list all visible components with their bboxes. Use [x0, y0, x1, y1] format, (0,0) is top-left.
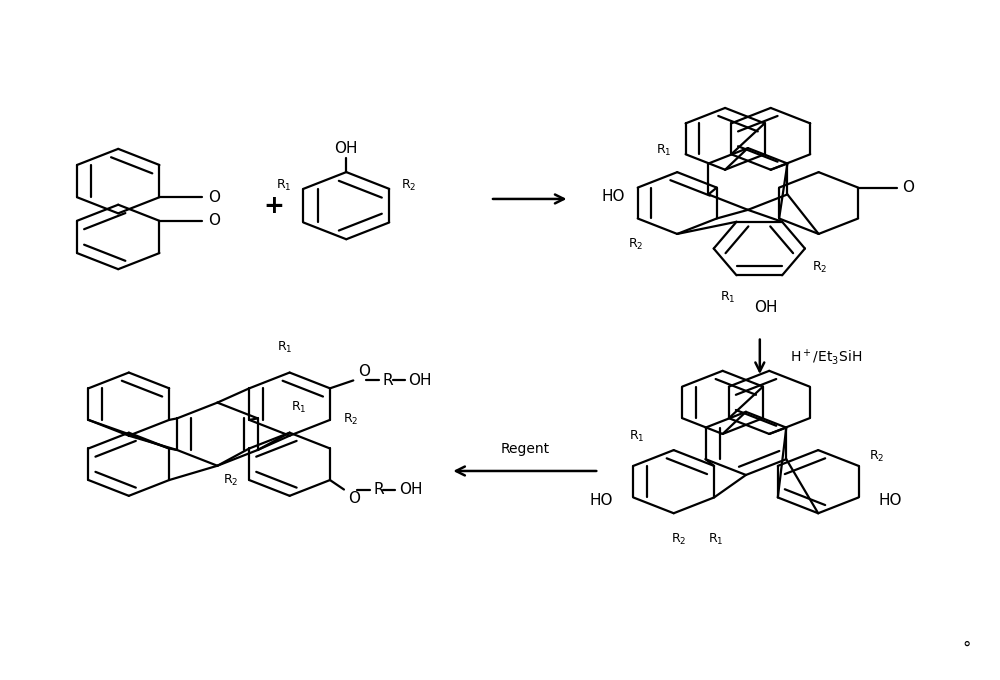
Text: R$_2$: R$_2$ [869, 449, 885, 464]
Text: R$_2$: R$_2$ [223, 473, 238, 488]
Text: R$_1$: R$_1$ [276, 178, 291, 193]
Text: Regent: Regent [500, 442, 549, 456]
Text: OH: OH [754, 299, 778, 315]
Text: OH: OH [399, 482, 423, 497]
Text: O: O [348, 491, 360, 506]
Text: R: R [374, 482, 384, 497]
Text: R$_2$: R$_2$ [812, 260, 827, 275]
Text: H$^+$/Et$_3$SiH: H$^+$/Et$_3$SiH [790, 347, 862, 367]
Text: R: R [383, 373, 394, 388]
Text: R$_1$: R$_1$ [708, 532, 723, 547]
Text: OH: OH [409, 373, 432, 388]
Text: O: O [208, 214, 220, 228]
Text: HO: HO [601, 189, 625, 205]
Text: R$_2$: R$_2$ [343, 412, 359, 428]
Text: R$_1$: R$_1$ [277, 340, 293, 355]
Text: R$_1$: R$_1$ [629, 428, 644, 444]
Text: R$_1$: R$_1$ [720, 290, 735, 305]
Text: HO: HO [879, 493, 902, 508]
Text: O: O [358, 364, 370, 379]
Text: O: O [902, 180, 914, 195]
Text: R$_2$: R$_2$ [671, 532, 686, 547]
Text: R$_2$: R$_2$ [401, 178, 417, 193]
Text: +: + [263, 194, 284, 218]
Text: R$_1$: R$_1$ [291, 401, 307, 415]
Text: HO: HO [590, 493, 613, 508]
Text: OH: OH [335, 141, 358, 156]
Text: R$_1$: R$_1$ [656, 143, 671, 158]
Text: R$_2$: R$_2$ [628, 237, 644, 252]
Text: O: O [208, 190, 220, 205]
Text: °: ° [962, 640, 970, 658]
